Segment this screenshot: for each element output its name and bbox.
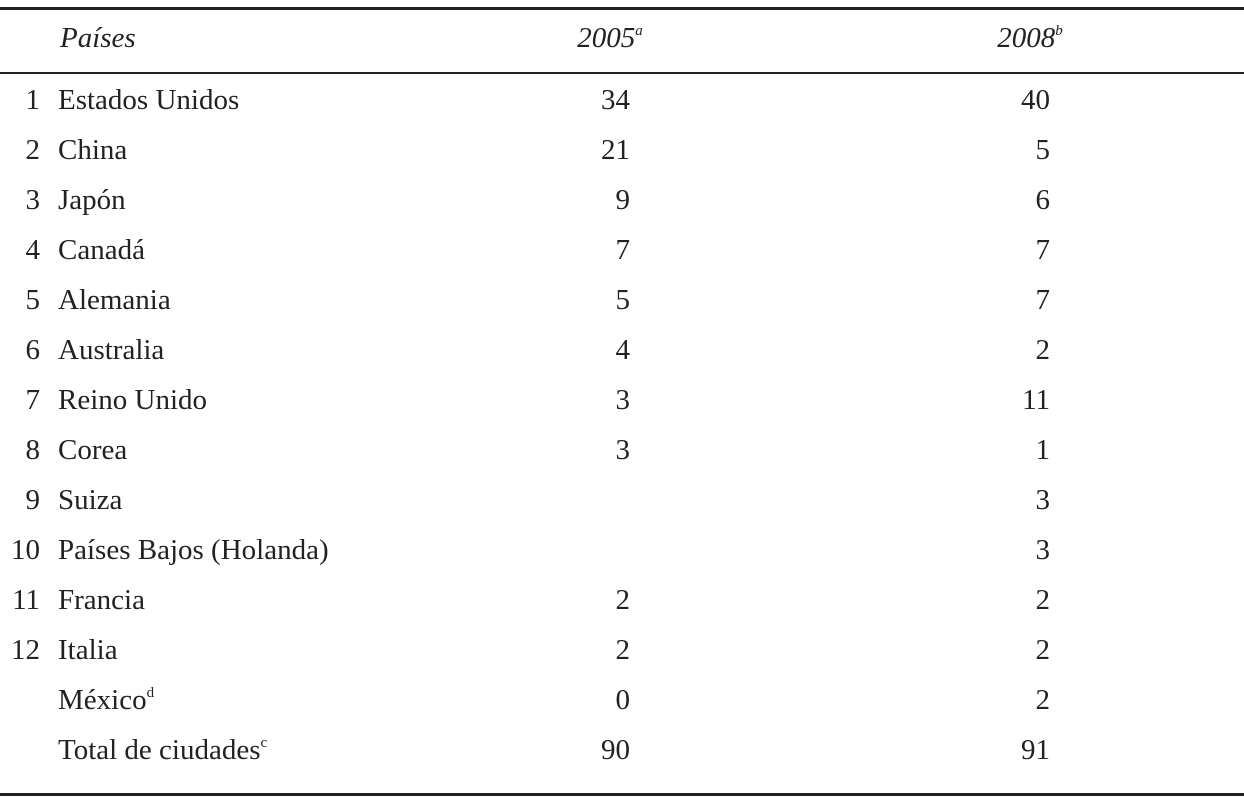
country: Australia xyxy=(58,334,165,366)
value-2008: 11 xyxy=(1022,384,1050,416)
country: China xyxy=(58,134,128,166)
rank: 11 xyxy=(12,584,40,616)
country: Francia xyxy=(58,584,145,616)
bottom-rule xyxy=(0,793,1244,796)
country-text: México xyxy=(58,684,147,716)
header-country: Países xyxy=(60,22,136,54)
country: Reino Unido xyxy=(58,384,208,416)
value-2005: 21 xyxy=(601,134,630,166)
value-2008: 3 xyxy=(1035,534,1051,566)
header-rule xyxy=(0,72,1244,74)
value-2008: 2 xyxy=(1035,684,1051,716)
header-2005-text: 2005 xyxy=(577,22,636,54)
value-2005: 3 xyxy=(615,434,631,466)
country-text: Total de ciudades xyxy=(58,734,261,766)
rank: 6 xyxy=(25,334,41,366)
value-2008: 2 xyxy=(1035,584,1051,616)
value-2008: 40 xyxy=(1021,84,1050,116)
value-2005: 0 xyxy=(615,684,631,716)
country: Alemania xyxy=(58,284,171,316)
value-2008: 91 xyxy=(1021,734,1050,766)
value-2005: 34 xyxy=(601,84,630,116)
country: Japón xyxy=(58,184,126,216)
value-2008: 3 xyxy=(1035,484,1051,516)
rank: 7 xyxy=(25,384,41,416)
value-2005: 9 xyxy=(615,184,631,216)
rank: 8 xyxy=(25,434,41,466)
value-2005: 90 xyxy=(601,734,630,766)
country: Total de ciudadesc xyxy=(58,730,538,770)
header-2005: 2005a xyxy=(540,18,680,58)
rank: 12 xyxy=(11,634,40,666)
rank: 5 xyxy=(25,284,41,316)
rank: 4 xyxy=(25,234,41,266)
value-2008: 6 xyxy=(1035,184,1051,216)
footnote-mark: a xyxy=(635,23,643,39)
value-2008: 2 xyxy=(1035,634,1051,666)
value-2008: 1 xyxy=(1035,434,1051,466)
value-2008: 5 xyxy=(1035,134,1051,166)
rank: 9 xyxy=(25,484,41,516)
country: Suiza xyxy=(58,484,123,516)
footnote-mark: c xyxy=(260,735,268,751)
value-2008: 7 xyxy=(1035,234,1051,266)
rank: 3 xyxy=(25,184,41,216)
country: Canadá xyxy=(58,234,145,266)
value-2005: 4 xyxy=(615,334,631,366)
top-rule xyxy=(0,7,1244,10)
value-2008: 2 xyxy=(1035,334,1051,366)
rank: 10 xyxy=(11,534,40,566)
value-2005: 5 xyxy=(615,284,631,316)
header-2008: 2008b xyxy=(960,18,1100,58)
country: Méxicod xyxy=(58,680,538,720)
country: Italia xyxy=(58,634,118,666)
country: Estados Unidos xyxy=(58,84,240,116)
header-2008-text: 2008 xyxy=(997,22,1056,54)
rank: 2 xyxy=(25,134,41,166)
value-2005: 2 xyxy=(615,584,631,616)
footnote-mark: d xyxy=(146,685,155,701)
country: Corea xyxy=(58,434,128,466)
value-2005: 2 xyxy=(615,634,631,666)
value-2005: 7 xyxy=(615,234,631,266)
rank: 1 xyxy=(25,84,41,116)
value-2005: 3 xyxy=(615,384,631,416)
footnote-mark: b xyxy=(1055,23,1063,39)
value-2008: 7 xyxy=(1035,284,1051,316)
country: Países Bajos (Holanda) xyxy=(58,534,329,566)
